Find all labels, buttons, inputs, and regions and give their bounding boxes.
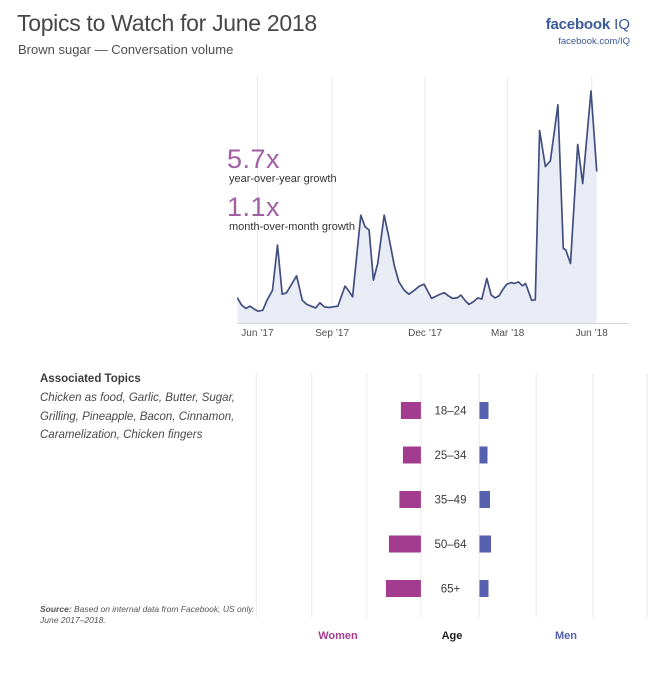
- yoy-growth-label: year-over-year growth: [229, 173, 337, 185]
- brand-name: facebook: [545, 16, 610, 33]
- age-group-label: 25–34: [435, 450, 468, 462]
- associated-topics-heading: Associated Topics: [40, 373, 141, 385]
- source-dates: June 2017–2018.: [40, 615, 106, 625]
- women-bar: [399, 491, 421, 508]
- volume-chart-svg: [236, 76, 629, 324]
- source-text: Based on internal data from Facebook, US…: [71, 604, 255, 614]
- men-bar: [479, 446, 488, 464]
- women-label: Women: [318, 630, 358, 642]
- x-tick-label: Sep ’17: [315, 328, 350, 339]
- demographics-chart: 18–24 25–34 35–49 50–64 65+: [0, 370, 650, 650]
- men-bar: [479, 402, 489, 419]
- women-bar: [400, 402, 421, 419]
- x-tick-label: Jun ’18: [575, 328, 608, 339]
- x-tick-label: Dec ’17: [408, 328, 443, 339]
- volume-line: [236, 90, 598, 313]
- women-bar: [385, 580, 421, 597]
- age-group-label: 50–64: [435, 539, 468, 551]
- age-group-label: 35–49: [435, 495, 467, 507]
- associated-topics-list: Chicken as food, Garlic, Butter, Sugar, …: [40, 392, 235, 441]
- yoy-growth-value: 5.7x: [227, 144, 281, 174]
- mom-growth-label: month-over-month growth: [229, 221, 355, 233]
- age-group-label: 18–24: [435, 406, 468, 418]
- men-bar: [479, 491, 490, 508]
- men-bar: [479, 580, 489, 597]
- mom-growth-value: 1.1x: [227, 192, 281, 222]
- source-note: Source: Based on internal data from Face…: [40, 604, 254, 626]
- demographics-chart-svg: 18–24 25–34 35–49 50–64 65+: [255, 373, 648, 617]
- brand-url: facebook.com/IQ: [558, 36, 630, 47]
- brand-suffix: IQ: [614, 16, 630, 33]
- brand-logo: facebook IQ: [546, 16, 630, 33]
- women-bar: [402, 446, 421, 464]
- age-group-label: 65+: [441, 584, 461, 596]
- men-bar: [479, 535, 491, 553]
- page-title: Topics to Watch for June 2018: [17, 10, 317, 36]
- source-label: Source:: [40, 604, 72, 614]
- women-bar: [388, 535, 421, 553]
- area-fill: [237, 91, 597, 324]
- volume-chart: Jun ’17 Sep ’17 Dec ’17 Mar ’18 Jun ’18 5.7x…: [0, 70, 650, 355]
- men-label: Men: [555, 630, 577, 642]
- age-label: Age: [441, 630, 463, 642]
- page-subtitle: Brown sugar — Conversation volume: [18, 42, 234, 57]
- x-tick-label: Jun ’17: [241, 328, 274, 339]
- x-tick-label: Mar ’18: [491, 328, 525, 339]
- associated-topics: Associated Topics Chicken as food, Garli…: [40, 373, 270, 445]
